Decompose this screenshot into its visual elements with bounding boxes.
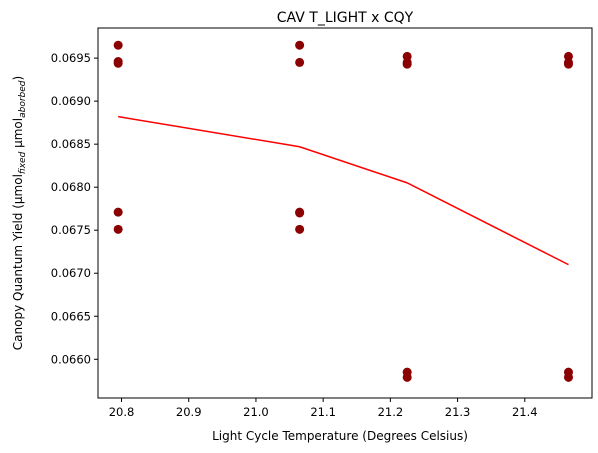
scatter-point-2 xyxy=(113,58,123,68)
scatter-point-8 xyxy=(295,208,305,218)
x-tick-label: 20.9 xyxy=(176,405,202,419)
scatter-point-14 xyxy=(402,372,412,382)
plot-frame xyxy=(97,27,593,399)
y-axis-label-mid: μmol xyxy=(11,118,25,152)
x-tick-label: 21.1 xyxy=(310,405,336,419)
x-axis: 20.8 20.9 21.0 21.1 21.2 21.3 21.4 xyxy=(109,398,538,419)
scatter-point-4 xyxy=(113,224,123,234)
scatter-point-0 xyxy=(113,40,123,50)
y-axis-label-sub1: fixed xyxy=(18,151,28,174)
y-tick-label: 0.0695 xyxy=(51,51,91,65)
trend-line xyxy=(118,115,569,266)
y-tick-label: 0.0665 xyxy=(51,309,91,323)
y-tick-label: 0.0690 xyxy=(51,94,91,108)
scatter-point-5 xyxy=(295,40,305,50)
y-tick-label: 0.0675 xyxy=(51,223,91,237)
scatter-point-6 xyxy=(295,57,305,67)
x-axis-label: Light Cycle Temperature (Degrees Celsius… xyxy=(212,429,468,443)
x-tick-label: 21.3 xyxy=(445,405,471,419)
y-axis-label-main: Canopy Quantum Yield (μmol xyxy=(11,174,25,350)
y-axis-label: Canopy Quantum Yield (μmolfixed μmolabor… xyxy=(11,76,28,350)
y-tick-label: 0.0670 xyxy=(51,266,91,280)
chart-title: CAV T_LIGHT x CQY xyxy=(277,10,414,26)
x-tick-label: 21.0 xyxy=(243,405,269,419)
x-tick-label: 21.4 xyxy=(512,405,538,419)
y-tick-label: 0.0685 xyxy=(51,137,91,151)
scatter-point-9 xyxy=(295,224,305,234)
y-axis-label-sub2: aborbed xyxy=(18,80,28,118)
y-tick-label: 0.0680 xyxy=(51,180,91,194)
y-tick-label: 0.0660 xyxy=(51,352,91,366)
scatter-point-12 xyxy=(402,59,412,69)
scatter-point-3 xyxy=(113,207,123,217)
scatter-point-17 xyxy=(563,59,573,69)
plot-area xyxy=(113,40,573,382)
y-axis: 0.0660 0.0665 0.0670 0.0675 0.0680 0.0685 0.06… xyxy=(51,51,98,366)
x-tick-label: 21.2 xyxy=(378,405,404,419)
y-axis-label-end: ) xyxy=(11,76,25,81)
x-tick-label: 20.8 xyxy=(109,405,135,419)
scatter-point-19 xyxy=(563,372,573,382)
